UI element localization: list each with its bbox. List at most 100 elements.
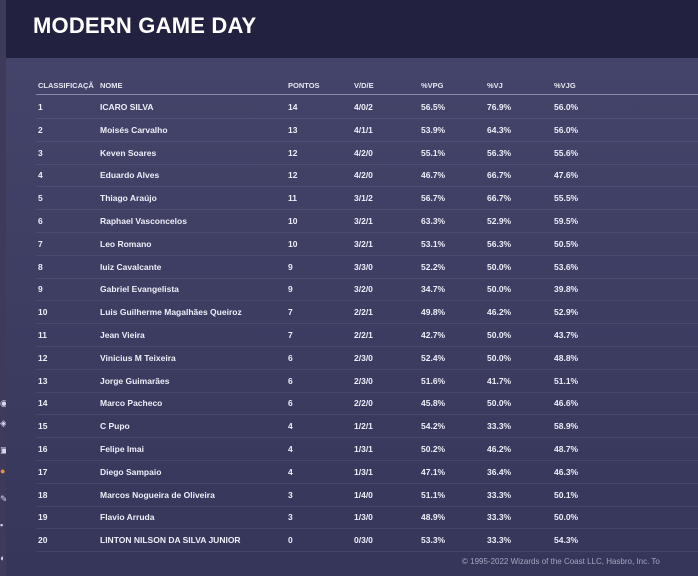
- nav-icon[interactable]: ▪: [0, 520, 4, 530]
- record-cell: 1/2/1: [354, 421, 373, 432]
- table-row[interactable]: 9 Gabriel Evangelista 9 3/2/0 34.7% 50.0% 39.8…: [6, 279, 698, 302]
- table-row[interactable]: 6 Raphael Vasconcelos 10 3/2/1 63.3% 52.9% 59.…: [6, 211, 698, 233]
- record-cell: 2/2/0: [354, 398, 373, 409]
- points-cell: 4: [288, 421, 293, 432]
- name-cell: Moisés Carvalho: [100, 124, 168, 135]
- vjg-cell: 50.5%: [554, 238, 579, 249]
- table-row[interactable]: 5 Thiago Araújo 11 3/1/2 56.7% 66.7% 55.5%: [6, 188, 698, 211]
- header-divider: [36, 94, 698, 95]
- vjg-cell: 39.8%: [554, 284, 579, 295]
- table-row[interactable]: 15 C Pupo 4 1/2/1 54.2% 33.3% 58.9%: [6, 416, 698, 439]
- vjg-cell: 55.6%: [554, 147, 579, 158]
- points-cell: 11: [288, 193, 297, 204]
- vpg-cell: 63.3%: [421, 216, 446, 226]
- name-cell: Leo Romano: [100, 238, 152, 249]
- rank-cell: 9: [38, 284, 43, 295]
- name-cell: Jorge Guimarães: [100, 375, 170, 386]
- standings-panel: CLASSIFICAÇÃO NOME PONTOS V/D/E %VPG %VJ…: [6, 58, 698, 576]
- vpg-cell: 53.9%: [421, 124, 446, 135]
- vpg-cell: 47.1%: [421, 466, 446, 477]
- rank-cell: 14: [38, 398, 48, 409]
- vj-cell: 56.3%: [487, 238, 512, 249]
- table-row[interactable]: 8 luiz Cavalcante 9 3/3/0 52.2% 50.0% 53.6%: [6, 257, 698, 279]
- vpg-cell: 42.7%: [421, 330, 446, 340]
- table-row[interactable]: 14 Marco Pacheco 6 2/2/0 45.8% 50.0% 46.6%: [6, 393, 698, 416]
- nav-icon[interactable]: ◈: [0, 418, 6, 428]
- vj-cell: 41.7%: [487, 375, 512, 386]
- rank-cell: 4: [38, 170, 43, 181]
- vj-cell: 50.0%: [487, 330, 512, 340]
- points-cell: 3: [288, 512, 293, 523]
- vjg-cell: 52.9%: [554, 307, 579, 318]
- name-cell: ICARO SILVA: [100, 102, 154, 112]
- table-row[interactable]: 19 Flavio Arruda 3 1/3/0 48.9% 33.3% 50.0%: [6, 507, 698, 530]
- table-row[interactable]: 12 Vinicius M Teixeira 6 2/3/0 52.4% 50.0% 48.…: [6, 348, 698, 370]
- table-row[interactable]: 2 Moisés Carvalho 13 4/1/1 53.9% 64.3% 56.0%: [6, 120, 698, 142]
- points-cell: 0: [288, 535, 293, 546]
- table-row[interactable]: 17 Diego Sampaio 4 1/3/1 47.1% 36.4% 46.3%: [6, 462, 698, 484]
- points-cell: 6: [288, 352, 293, 363]
- nav-icon[interactable]: ✎: [0, 494, 6, 504]
- table-row[interactable]: 16 Felipe Imai 4 1/3/1 50.2% 46.2% 48.7%: [6, 439, 698, 461]
- record-cell: 4/2/0: [354, 170, 373, 181]
- header-vjg: %VJG: [554, 81, 576, 90]
- table-row[interactable]: 3 Keven Soares 12 4/2/0 55.1% 56.3% 55.6%: [6, 143, 698, 165]
- points-cell: 14: [288, 102, 298, 112]
- points-cell: 7: [288, 330, 293, 340]
- table-row[interactable]: 7 Leo Romano 10 3/2/1 53.1% 56.3% 50.5%: [6, 234, 698, 256]
- vpg-cell: 51.6%: [421, 375, 446, 386]
- record-cell: 2/3/0: [354, 352, 373, 363]
- rank-cell: 5: [38, 193, 43, 204]
- table-row[interactable]: 11 Jean Vieira 7 2/2/1 42.7% 50.0% 43.7%: [6, 325, 698, 347]
- table-row[interactable]: 10 Luis Guilherme Magalhães Queiroz 7 2/2/1…: [6, 302, 698, 325]
- nav-icon[interactable]: ◉: [0, 398, 6, 408]
- rank-cell: 16: [38, 444, 48, 454]
- rank-cell: 13: [38, 375, 48, 386]
- table-row[interactable]: 4 Eduardo Alves 12 4/2/0 46.7% 66.7% 47.6%: [6, 165, 698, 188]
- name-cell: Vinicius M Teixeira: [100, 352, 176, 363]
- name-cell: Jean Vieira: [100, 330, 145, 340]
- record-cell: 2/2/1: [354, 330, 373, 340]
- name-cell: LINTON NILSON DA SILVA JUNIOR: [100, 535, 241, 546]
- vj-cell: 50.0%: [487, 284, 512, 295]
- vpg-cell: 54.2%: [421, 421, 446, 432]
- table-row[interactable]: 20 LINTON NILSON DA SILVA JUNIOR 0 0/3/0 53.…: [6, 530, 698, 553]
- table-row[interactable]: 1 ICARO SILVA 14 4/0/2 56.5% 76.9% 56.0%: [6, 97, 698, 119]
- vpg-cell: 53.3%: [421, 535, 446, 546]
- nav-icon[interactable]: ▣: [0, 445, 6, 455]
- table-row[interactable]: 13 Jorge Guimarães 6 2/3/0 51.6% 41.7% 51.1%: [6, 371, 698, 393]
- vjg-cell: 43.7%: [554, 330, 579, 340]
- rank-cell: 12: [38, 352, 48, 363]
- record-cell: 3/2/1: [354, 238, 373, 249]
- name-cell: Diego Sampaio: [100, 466, 162, 477]
- points-cell: 9: [288, 284, 293, 295]
- rank-cell: 6: [38, 216, 43, 226]
- points-cell: 9: [288, 261, 293, 272]
- header-record: V/D/E: [354, 81, 374, 90]
- record-cell: 0/3/0: [354, 535, 373, 546]
- vjg-cell: 59.5%: [554, 216, 579, 226]
- record-cell: 1/4/0: [354, 489, 373, 500]
- table-row[interactable]: 18 Marcos Nogueira de Oliveira 3 1/4/0 51.1%…: [6, 485, 698, 507]
- points-cell: 6: [288, 375, 293, 386]
- rank-cell: 17: [38, 466, 48, 477]
- vpg-cell: 51.1%: [421, 489, 446, 500]
- vpg-cell: 56.5%: [421, 102, 446, 112]
- vjg-cell: 56.0%: [554, 124, 579, 135]
- rank-cell: 7: [38, 238, 43, 249]
- vjg-cell: 53.6%: [554, 261, 579, 272]
- nav-icon[interactable]: ●: [0, 466, 6, 476]
- record-cell: 3/2/1: [354, 216, 373, 226]
- copyright-text: © 1995-2022 Wizards of the Coast LLC, Ha…: [462, 557, 660, 566]
- name-cell: Eduardo Alves: [100, 170, 160, 181]
- vjg-cell: 46.6%: [554, 398, 579, 409]
- name-cell: Flavio Arruda: [100, 512, 155, 523]
- vj-cell: 46.2%: [487, 307, 512, 318]
- name-cell: C Pupo: [100, 421, 130, 432]
- vj-cell: 46.2%: [487, 444, 512, 454]
- vj-cell: 66.7%: [487, 193, 512, 204]
- nav-icon[interactable]: ◐: [0, 553, 6, 563]
- page-title: MODERN GAME DAY: [33, 13, 257, 38]
- points-cell: 13: [288, 124, 298, 135]
- vpg-cell: 52.4%: [421, 352, 446, 363]
